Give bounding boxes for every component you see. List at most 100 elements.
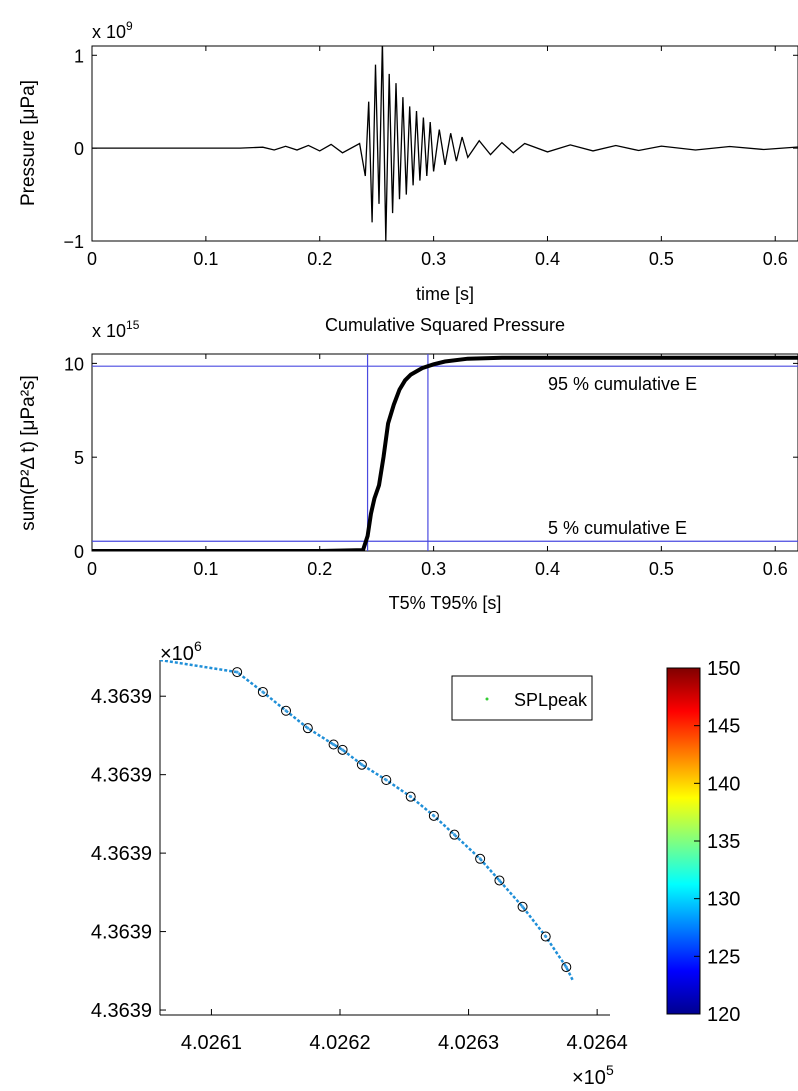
cumulative-y-exponent: x 1015 (92, 318, 140, 341)
cumulative-x-tick-label: 0 (87, 559, 97, 579)
map-y-ticks: 4.3639 4.3639 4.3639 4.3639 4.3639 (91, 686, 166, 1022)
map-x-tick-label: 4.0263 (438, 1032, 499, 1054)
splpeak-marker (449, 829, 460, 840)
cumulative-x-label: T5% T95% [s] (389, 593, 502, 613)
map-x-tick-label: 4.0261 (181, 1032, 242, 1054)
colorbar-ticks: 120 125 130 135 140 145 150 (694, 658, 740, 1026)
splpeak-marker (517, 901, 528, 912)
map-x-exponent: ×105 (572, 1062, 614, 1089)
splpeak-marker-dot (306, 726, 310, 730)
splpeak-marker (257, 686, 268, 697)
splpeak-marker (428, 810, 439, 821)
pressure-chart: x 109 0 0.1 0.2 0.3 0.4 0.5 0.6 −101 time [s] … (18, 19, 798, 304)
splpeak-marker (328, 739, 339, 750)
cumulative-title: Cumulative Squared Pressure (325, 315, 565, 335)
pressure-y-tick-label: −1 (63, 232, 84, 252)
splpeak-marker (540, 931, 551, 942)
annotation-95: 95 % cumulative E (548, 374, 697, 394)
pressure-x-tick-label: 0.3 (421, 249, 446, 269)
cumulative-x-tick-label: 0.1 (193, 559, 218, 579)
cumulative-x-tick-label: 0.4 (535, 559, 560, 579)
map-legend: SPLpeak (451, 675, 593, 721)
map-y-tick-label: 4.3639 (91, 686, 152, 708)
splpeak-marker-dot (332, 742, 336, 746)
cumulative-x-ticks: 0 0.1 0.2 0.3 0.4 0.5 0.6 (87, 354, 788, 579)
cumulative-y-tick-label: 0 (74, 542, 84, 562)
colorbar-tick-label: 135 (707, 831, 740, 853)
splpeak-marker-dot (409, 795, 413, 799)
map-y-tick-label: 4.3639 (91, 843, 152, 865)
cumulative-x-tick-label: 0.6 (763, 559, 788, 579)
splpeak-marker-dot (235, 670, 239, 674)
map-y-tick-label: 4.3639 (91, 1000, 152, 1022)
splpeak-marker (381, 774, 392, 785)
splpeak-marker-dot (497, 878, 501, 882)
cumulative-x-tick-label: 0.2 (307, 559, 332, 579)
colorbar-tick-label: 145 (707, 716, 740, 738)
cumulative-y-tick-label: 5 (74, 448, 84, 468)
map-y-tick-label: 4.3639 (91, 765, 152, 787)
annotation-5: 5 % cumulative E (548, 518, 687, 538)
splpeak-marker-dot (521, 905, 525, 909)
pressure-y-tick-label: 1 (74, 46, 84, 66)
legend-label: SPLpeak (514, 690, 588, 710)
pressure-x-label: time [s] (416, 284, 474, 304)
splpeak-marker-dot (360, 763, 364, 767)
pressure-x-tick-label: 0.1 (193, 249, 218, 269)
map-x-tick-label: 4.0262 (309, 1032, 370, 1054)
colorbar-tick-label: 150 (707, 658, 740, 680)
map-y-tick-label: 4.3639 (91, 922, 152, 944)
colorbar-tick-label: 140 (707, 773, 740, 795)
pressure-y-label: Pressure [μPa] (18, 80, 39, 206)
cumulative-y-ticks: 0 5 10 (64, 354, 798, 562)
colorbar-tick-label: 120 (707, 1004, 740, 1026)
colorbar-tick-label: 125 (707, 946, 740, 968)
splpeak-marker (281, 705, 291, 716)
cumulative-x-tick-label: 0.5 (649, 559, 674, 579)
splpeak-marker (337, 744, 348, 755)
pressure-x-ticks: 0 0.1 0.2 0.3 0.4 0.5 0.6 (87, 46, 788, 269)
splpeak-marker-dot (432, 814, 436, 818)
splpeak-marker-dot (384, 778, 388, 782)
pressure-series-line (92, 46, 798, 241)
splpeak-marker (302, 723, 313, 734)
pressure-y-tick-label: 0 (74, 139, 84, 159)
cumulative-y-label: sum(P²Δ t) [μPa²s] (18, 375, 39, 531)
pressure-x-tick-label: 0.2 (307, 249, 332, 269)
splpeak-marker-dot (284, 709, 288, 713)
pressure-x-tick-label: 0.4 (535, 249, 560, 269)
splpeak-marker-dot (341, 748, 345, 752)
pressure-x-tick-label: 0.5 (649, 249, 674, 269)
colorbar-tick-label: 130 (707, 889, 740, 911)
splpeak-marker-dot (478, 857, 482, 861)
splpeak-marker (494, 875, 505, 886)
splpeak-marker-dot (261, 690, 265, 694)
splpeak-map: ×106 4.0261 4.0262 4.0263 4.0264 4.36394.36… (91, 638, 741, 1089)
splpeak-marker (405, 791, 416, 802)
pressure-x-tick-label: 0.6 (763, 249, 788, 269)
cumulative-y-tick-label: 10 (64, 354, 84, 374)
cumulative-x-tick-label: 0.3 (421, 559, 446, 579)
splpeak-marker-dot (564, 965, 568, 969)
splpeak-marker (561, 962, 572, 973)
cumulative-chart: Cumulative Squared Pressure x 1015 0 0.1 0… (18, 315, 798, 613)
splpeak-markers (232, 667, 572, 973)
splpeak-marker (475, 853, 486, 864)
cumulative-plot-area (91, 353, 798, 552)
splpeak-marker-dot (544, 935, 548, 939)
map-y-exponent: ×106 (160, 638, 202, 665)
map-x-tick-label: 4.0264 (567, 1032, 628, 1054)
splpeak-marker (232, 667, 243, 678)
splpeak-marker (356, 759, 367, 770)
pressure-plot-area (91, 45, 798, 242)
colorbar: 120 125 130 135 140 145 150 (666, 658, 740, 1026)
pressure-y-exponent: x 109 (92, 19, 133, 42)
threshold-lines (92, 354, 798, 551)
legend-box (451, 675, 593, 721)
pressure-x-tick-label: 0 (87, 249, 97, 269)
map-x-ticks: 4.0261 4.0262 4.0263 4.0264 (181, 1009, 628, 1054)
splpeak-marker-dot (452, 833, 456, 837)
cumulative-series-line (92, 355, 798, 551)
legend-marker (485, 697, 489, 701)
